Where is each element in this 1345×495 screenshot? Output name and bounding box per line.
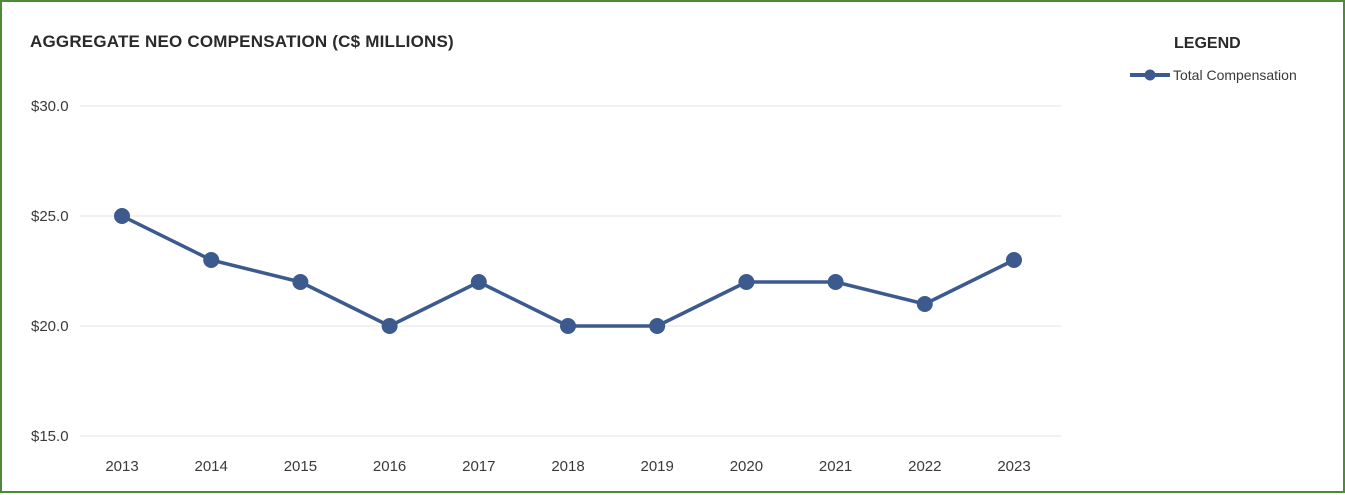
data-point xyxy=(560,318,576,334)
x-tick-label: 2022 xyxy=(908,458,941,475)
data-point xyxy=(470,274,487,290)
data-point xyxy=(1006,252,1022,268)
legend-label: Total Compensation xyxy=(1173,67,1297,83)
y-tick-label: $25.0 xyxy=(31,208,69,225)
x-tick-label: 2021 xyxy=(819,458,852,475)
legend-title: LEGEND xyxy=(1174,35,1241,52)
x-tick-label: 2017 xyxy=(462,458,495,475)
y-tick-label: $15.0 xyxy=(31,428,69,445)
x-tick-label: 2019 xyxy=(641,458,674,475)
x-tick-label: 2018 xyxy=(551,458,584,475)
x-tick-label: 2014 xyxy=(195,458,228,475)
chart-title: AGGREGATE NEO COMPENSATION (C$ MILLIONS) xyxy=(30,32,454,51)
x-tick-label: 2013 xyxy=(105,458,138,475)
y-tick-label: $30.0 xyxy=(31,98,69,115)
x-tick-label: 2016 xyxy=(373,458,406,475)
y-tick-label: $20.0 xyxy=(31,318,69,335)
x-tick-label: 2020 xyxy=(730,458,763,475)
data-point xyxy=(827,274,844,290)
data-point xyxy=(649,318,666,334)
data-point xyxy=(916,296,933,312)
data-point xyxy=(292,274,309,290)
series-line-total-compensation xyxy=(120,214,1016,328)
data-point xyxy=(114,208,130,224)
x-tick-label: 2015 xyxy=(284,458,317,475)
legend-item-total-compensation[interactable]: Total Compensation xyxy=(1130,65,1297,85)
data-point xyxy=(203,252,220,268)
x-tick-label: 2023 xyxy=(997,458,1030,475)
data-point xyxy=(381,318,398,334)
legend-line-marker-icon xyxy=(1130,69,1170,81)
data-point xyxy=(738,274,755,290)
